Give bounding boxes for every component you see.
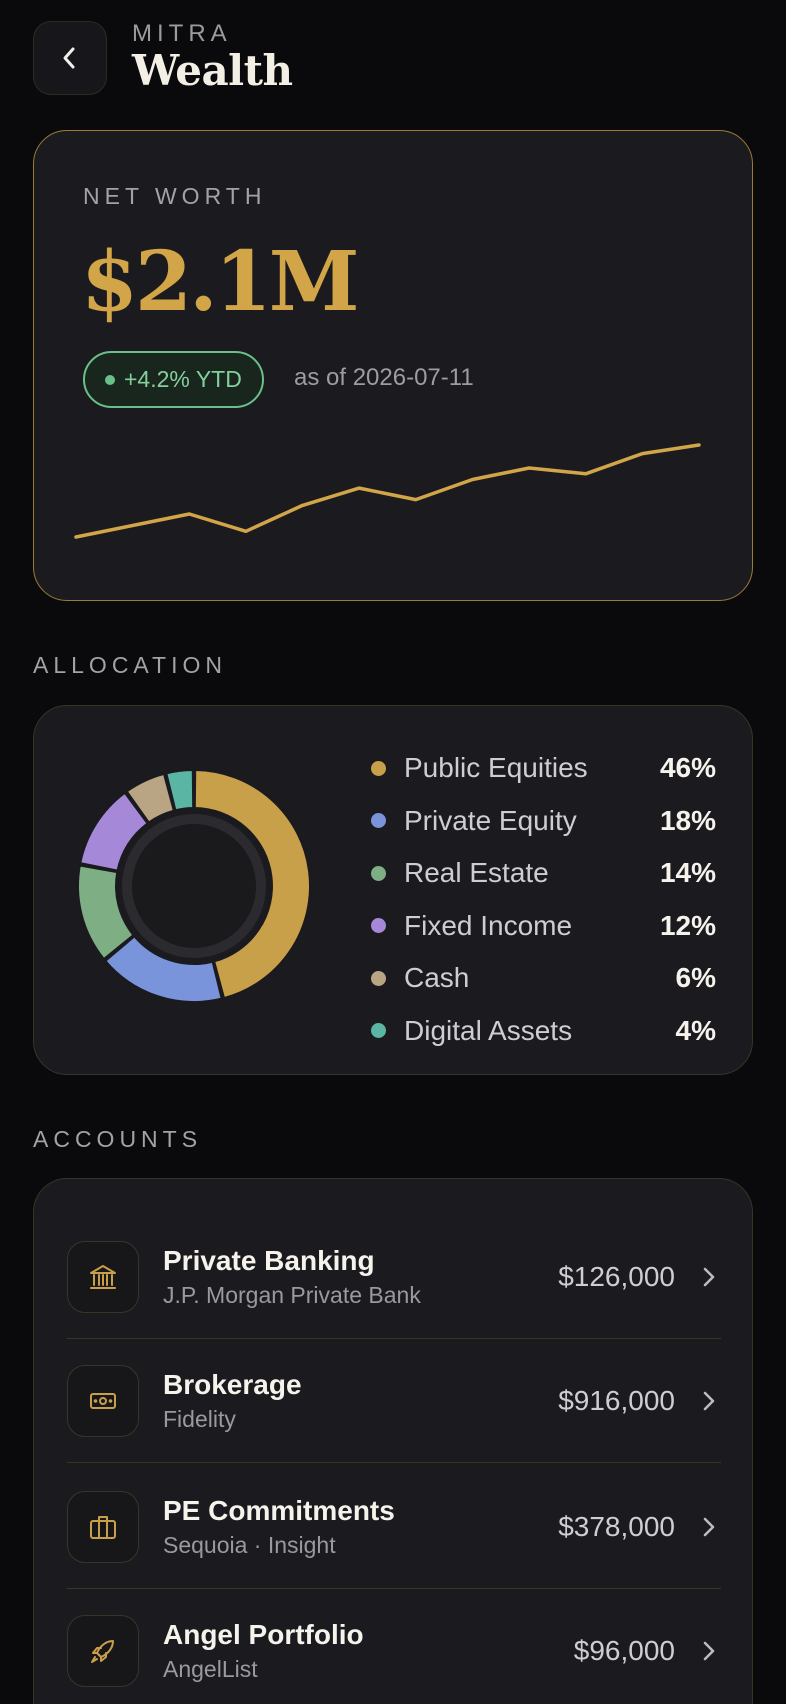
donut-slice bbox=[79, 791, 149, 872]
donut-slice bbox=[125, 772, 176, 824]
net-worth-sparkline bbox=[74, 443, 701, 539]
page-title: Wealth bbox=[132, 46, 293, 95]
legend-percent: 4% bbox=[675, 1014, 716, 1046]
cash-icon bbox=[67, 1364, 139, 1437]
rocket-icon bbox=[67, 1615, 139, 1687]
legend-dot-icon bbox=[371, 970, 386, 986]
legend-label: Public Equities bbox=[404, 752, 588, 784]
account-institution: J.P. Morgan Private Bank bbox=[163, 1281, 421, 1308]
legend-item: Real Estate 14% bbox=[371, 847, 716, 900]
legend-item: Fixed Income 12% bbox=[371, 900, 716, 953]
donut-slice bbox=[77, 864, 135, 961]
net-worth-label: NET WORTH bbox=[83, 183, 267, 209]
legend-dot-icon bbox=[371, 813, 386, 829]
chevron-right-icon bbox=[697, 1265, 721, 1289]
legend-percent: 14% bbox=[659, 857, 716, 889]
legend-percent: 12% bbox=[659, 909, 716, 941]
account-name: Private Banking bbox=[163, 1244, 375, 1276]
legend-item: Digital Assets 4% bbox=[371, 1005, 716, 1058]
status-dot-icon bbox=[105, 374, 115, 385]
net-worth-value: $2.1M bbox=[81, 234, 359, 330]
account-row-pe-commitments[interactable]: PE Commitments Sequoia · Insight $378,00… bbox=[67, 1465, 721, 1589]
account-amount: $916,000 bbox=[558, 1384, 675, 1416]
account-amount: $126,000 bbox=[558, 1260, 675, 1292]
legend-label: Real Estate bbox=[404, 857, 549, 889]
chevron-right-icon bbox=[697, 1389, 721, 1413]
allocation-legend: Public Equities 46% Private Equity 18% Real … bbox=[371, 742, 716, 1057]
account-institution: Sequoia · Insight bbox=[163, 1531, 336, 1558]
account-institution: AngelList bbox=[163, 1656, 258, 1682]
legend-item: Public Equities 46% bbox=[371, 742, 716, 795]
account-name: Angel Portfolio bbox=[163, 1619, 364, 1650]
account-amount: $96,000 bbox=[573, 1635, 675, 1666]
allocation-card: Public Equities 46% Private Equity 18% Real … bbox=[33, 705, 753, 1075]
account-name: PE Commitments bbox=[163, 1494, 395, 1526]
net-worth-card[interactable]: NET WORTH $2.1M +4.2% YTD as of 2026-07-… bbox=[33, 130, 753, 601]
legend-percent: 18% bbox=[659, 804, 716, 836]
account-row-brokerage[interactable]: Brokerage Fidelity $916,000 bbox=[67, 1339, 721, 1463]
donut-slice bbox=[103, 934, 223, 1003]
legend-dot-icon bbox=[371, 865, 386, 881]
chevron-right-icon bbox=[697, 1515, 721, 1539]
donut-slice bbox=[193, 768, 311, 1000]
accounts-section-label: ACCOUNTS bbox=[33, 1126, 203, 1152]
legend-percent: 46% bbox=[659, 752, 716, 784]
brand-label: MITRA bbox=[132, 20, 232, 47]
legend-label: Digital Assets bbox=[404, 1014, 573, 1046]
bank-icon bbox=[67, 1240, 139, 1313]
accounts-card: Private Banking J.P. Morgan Private Bank… bbox=[33, 1178, 753, 1704]
briefcase-icon bbox=[67, 1490, 139, 1563]
chevron-right-icon bbox=[697, 1639, 721, 1663]
legend-item: Private Equity 18% bbox=[371, 795, 716, 848]
sparkline-path bbox=[74, 443, 701, 539]
legend-label: Private Equity bbox=[404, 804, 577, 836]
legend-label: Cash bbox=[404, 962, 470, 994]
chevron-left-icon bbox=[63, 47, 75, 69]
account-amount: $378,000 bbox=[558, 1510, 675, 1542]
page-header: MITRA Wealth bbox=[33, 20, 293, 96]
legend-label: Fixed Income bbox=[404, 909, 573, 941]
legend-item: Cash 6% bbox=[371, 952, 716, 1005]
legend-dot-icon bbox=[371, 760, 386, 776]
back-button[interactable] bbox=[33, 21, 107, 95]
legend-dot-icon bbox=[371, 1023, 386, 1039]
account-row-private-banking[interactable]: Private Banking J.P. Morgan Private Bank… bbox=[67, 1215, 721, 1339]
ytd-change-badge: +4.2% YTD bbox=[83, 351, 264, 408]
as-of-date: as of 2026-07-11 bbox=[294, 364, 474, 391]
legend-percent: 6% bbox=[675, 962, 716, 994]
ytd-change-text: +4.2% YTD bbox=[124, 366, 242, 392]
donut-slice bbox=[165, 768, 195, 812]
account-row-angel-portfolio[interactable]: Angel Portfolio AngelList $96,000 bbox=[67, 1589, 721, 1704]
account-institution: Fidelity bbox=[163, 1405, 236, 1432]
allocation-donut-chart bbox=[77, 768, 311, 1003]
account-name: Brokerage bbox=[163, 1368, 302, 1400]
allocation-section-label: ALLOCATION bbox=[33, 652, 227, 678]
legend-dot-icon bbox=[371, 918, 386, 934]
